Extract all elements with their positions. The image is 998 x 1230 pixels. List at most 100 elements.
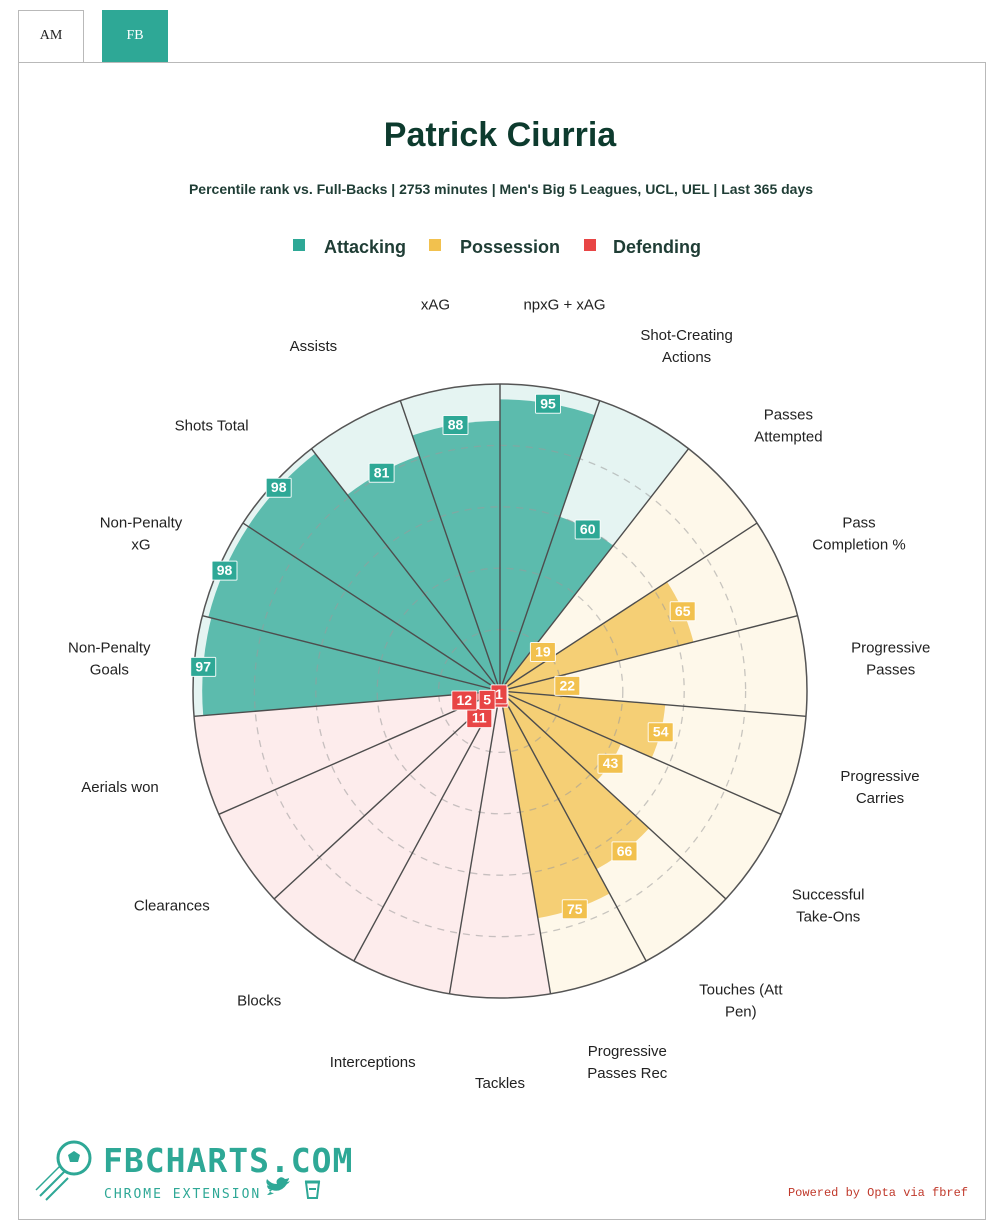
wedge-background [194,691,501,815]
category-label: Non-Penalty [68,640,151,657]
wedge-value [347,455,500,691]
grid-ring [315,506,685,876]
value-badge: 5 [478,689,496,710]
legend-label-defending: Defending [613,237,701,257]
wedge-divider [499,400,601,692]
category-label: Interceptions [330,1054,416,1071]
category-label: Progressive [851,640,930,657]
wedge-divider [499,690,727,900]
wedge-value [500,674,568,697]
value-badge: 88 [442,415,469,435]
value-label: 5 [483,691,491,707]
category-label: Goals [90,662,129,679]
wedge-background [449,691,551,998]
wedge-divider [499,690,647,962]
category-label: Tackles [475,1075,525,1092]
wedge-divider [499,690,807,718]
value-badges: 95601965225443667521115129798988188 [190,393,696,920]
value-label: 88 [448,417,464,433]
wedge-background [274,691,500,961]
wedge-value [500,516,614,691]
category-label: Clearances [134,897,210,914]
value-label: 66 [617,843,633,859]
wedge-background [500,448,758,691]
legend-swatch-attacking [293,239,305,251]
value-label: 98 [217,562,233,578]
legend-swatch-possession [429,239,441,251]
value-badge: 98 [211,560,238,581]
category-label: xG [131,537,150,554]
value-badge: 97 [190,656,217,677]
category-label: Assists [290,338,338,355]
legend-label-attacking: Attacking [324,237,406,257]
grid-ring [253,444,747,938]
wedge-divider [193,690,501,718]
wedge-value [500,691,610,919]
brand-subtitle: CHROME EXTENSION [104,1187,261,1202]
chart-wedges [193,384,807,998]
category-labels: npxG + xAG Shot-Creating Actions Passes Atte… [68,296,930,1092]
tab-am[interactable]: AM [18,10,84,62]
data-credit: Powered by Opta via fbref [788,1186,968,1200]
value-badge: 19 [529,642,556,662]
category-label: Completion % [812,537,905,554]
chart-subtitle: Percentile rank vs. Full-Backs | 2753 mi… [189,181,813,197]
value-badge: 22 [554,675,581,696]
wedge-divider [499,690,552,994]
value-label: 1 [495,686,503,702]
category-label: Passes [866,662,915,679]
category-label: Progressive [588,1043,667,1060]
value-label: 11 [472,710,487,726]
value-label: 81 [374,464,390,480]
category-label: Pass [842,515,875,532]
category-label: Shot-Creating [640,327,733,344]
wedge-divider [310,448,501,692]
wedge-divider [353,690,501,962]
value-label: 19 [535,644,551,660]
value-label: 43 [603,755,619,771]
wedge-divider [499,690,782,815]
wedge-value [500,691,666,758]
football-icon [35,1140,92,1201]
category-label: Carries [856,790,904,807]
value-label: 95 [540,395,556,411]
category-label: Touches (Att [699,981,783,998]
value-badge: 11 [466,708,493,729]
wedge-divider [499,614,798,692]
value-label: 75 [567,901,583,917]
category-label: xAG [421,296,450,313]
value-badge: 65 [669,601,696,622]
chart-title: Patrick Ciurria [384,116,618,154]
value-badge: 66 [611,841,638,862]
wedge-divider [218,690,501,815]
category-label: Passes Rec [587,1065,668,1082]
wedge-divider [202,614,501,692]
coffee-icon[interactable] [304,1180,321,1199]
category-label: Progressive [840,768,919,785]
legend-label-possession: Possession [460,237,560,257]
value-badge: 12 [451,690,478,711]
category-label: Successful [792,886,865,903]
value-label: 54 [653,724,669,740]
category-label: npxG + xAG [523,296,605,313]
tab-fb[interactable]: FB [102,10,168,62]
wedge-divider [399,400,501,692]
category-label: Blocks [237,992,281,1009]
category-label: Pen) [725,1003,757,1020]
wedge-value [412,420,500,691]
value-label: 60 [580,521,596,537]
value-label: 65 [675,603,691,619]
value-badge: 95 [535,393,561,414]
wedge-divider [499,522,758,692]
wedge-divider [273,690,501,900]
wedge-value [500,399,595,691]
value-badge: 60 [574,519,601,540]
twitter-icon[interactable] [266,1177,290,1195]
wedge-value [248,453,500,691]
value-label: 98 [271,479,287,495]
category-label: Passes [764,407,813,424]
fbcharts-logo: FBCHARTS.COM CHROME EXTENSION [35,1140,352,1202]
value-badge: 75 [561,899,588,920]
wedge-divider [448,690,501,994]
